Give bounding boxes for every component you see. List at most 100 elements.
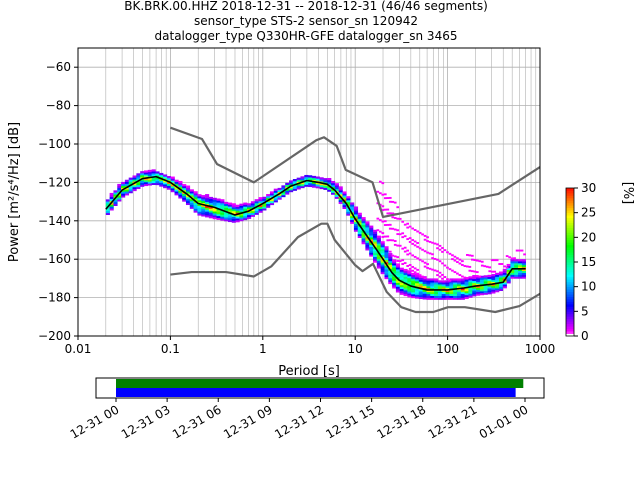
density-cell [208, 204, 213, 207]
density-cell [485, 265, 489, 268]
density-cell [487, 288, 492, 291]
density-cell [413, 271, 417, 274]
density-cell [445, 293, 450, 296]
density-cell [407, 274, 412, 277]
density-cell [460, 295, 465, 298]
density-cell [395, 273, 401, 276]
density-cell [357, 230, 362, 233]
density-cell [510, 270, 515, 273]
density-cell [426, 278, 431, 281]
density-cell [373, 239, 378, 242]
density-cell [365, 227, 370, 230]
colorbar-segment [566, 237, 574, 241]
density-cell [421, 275, 424, 278]
density-cell [273, 200, 278, 203]
density-cell [189, 189, 194, 192]
density-cell [414, 279, 420, 282]
density-cell [235, 206, 240, 209]
colorbar-tick-label: 0 [581, 329, 589, 343]
density-cell [414, 282, 420, 286]
density-cell [502, 280, 507, 283]
density-cell [365, 240, 370, 243]
density-cell [197, 198, 202, 201]
density-cell [399, 271, 404, 274]
colorbar-segment [566, 266, 574, 270]
density-cell [254, 212, 259, 215]
density-cell [197, 207, 202, 210]
density-cell [231, 218, 236, 221]
density-cell [498, 283, 504, 286]
colorbar-segment [566, 286, 574, 290]
density-cell [476, 287, 481, 290]
density-cell [514, 263, 519, 266]
density-cell [373, 260, 378, 263]
density-cell [346, 200, 351, 203]
density-cell [208, 202, 213, 205]
density-cell [418, 285, 423, 288]
colorbar-segment [566, 291, 574, 295]
density-cell [491, 275, 496, 279]
density-cell [136, 186, 141, 189]
density-cell [319, 183, 324, 186]
density-cell [441, 282, 446, 285]
density-cell [392, 280, 397, 283]
density-cell [449, 295, 454, 298]
density-cell [393, 217, 397, 219]
density-cell [443, 276, 447, 278]
density-cell [208, 200, 213, 203]
density-cell [426, 240, 429, 243]
density-cell [216, 206, 221, 209]
density-cell [193, 195, 198, 198]
density-cell [296, 185, 301, 188]
density-cell [445, 286, 450, 289]
density-cell [515, 249, 519, 252]
density-cell [384, 265, 389, 268]
x-tick-label: 1 [259, 342, 267, 356]
density-cell [235, 210, 240, 213]
density-cell [311, 179, 317, 182]
density-cell [498, 275, 504, 278]
density-cell [346, 211, 351, 214]
density-cell [380, 262, 385, 265]
density-cell [403, 291, 408, 295]
density-cell [388, 278, 393, 281]
density-cell [418, 281, 423, 284]
colorbar-segment [566, 321, 574, 325]
density-cell [338, 186, 343, 189]
density-cell [395, 286, 401, 289]
density-cell [353, 223, 359, 226]
density-cell [458, 274, 462, 276]
density-cell [518, 276, 523, 279]
density-cell [437, 286, 443, 289]
density-cell [269, 199, 275, 202]
density-cell [460, 297, 465, 300]
colorbar-segment [566, 333, 574, 337]
density-cell [396, 259, 400, 262]
density-cell [376, 190, 380, 193]
density-cell [197, 209, 202, 212]
density-cell [361, 242, 366, 245]
density-cell [361, 240, 366, 243]
density-cell [350, 206, 355, 209]
density-cell [262, 196, 267, 199]
density-cell [327, 187, 332, 190]
density-cell [437, 282, 443, 285]
density-cell [430, 297, 435, 300]
density-cell [277, 197, 282, 200]
density-cell [296, 179, 301, 182]
density-cell [468, 280, 473, 283]
density-cell [495, 259, 499, 262]
density-cell [460, 284, 465, 287]
density-cell [434, 291, 439, 295]
density-cell [151, 182, 156, 185]
density-cell [388, 274, 393, 277]
density-cell [478, 260, 482, 263]
density-cell [151, 180, 156, 184]
density-cell [319, 177, 324, 180]
density-cell [159, 174, 164, 178]
density-cell [392, 278, 397, 281]
y-tick-label: −180 [38, 291, 71, 305]
density-cell [451, 269, 454, 272]
density-cell [464, 283, 469, 286]
